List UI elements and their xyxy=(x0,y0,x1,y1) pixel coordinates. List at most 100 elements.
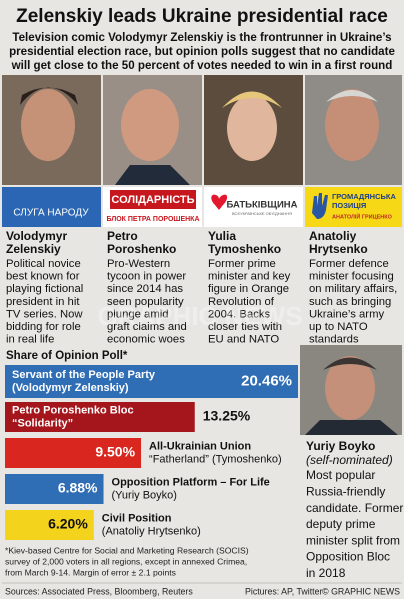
subtitle-line: presidential election race, but opinion … xyxy=(9,45,395,58)
photo-hair xyxy=(323,357,377,370)
category-label: All-Ukrainian Union xyxy=(149,440,251,452)
candidate-description: figure in Orange xyxy=(208,283,289,295)
logo-heart xyxy=(211,194,228,210)
candidate-description: Opposition Bloc xyxy=(306,550,390,564)
bar xyxy=(5,438,142,468)
candidate-name: Anatoliy xyxy=(309,229,357,243)
candidate-description: minister focusing xyxy=(309,271,394,283)
logo-servant xyxy=(2,187,101,227)
logo-text: СЛУГА НАРОДУ xyxy=(13,208,89,219)
candidate-description: plunge amid xyxy=(107,308,169,320)
candidate-description: playing fictional xyxy=(6,283,83,295)
value-label: 13.25% xyxy=(203,408,251,424)
candidate-description: in 2018 xyxy=(306,566,346,580)
photo-face xyxy=(121,89,179,161)
chart-title: Share of Opinion Poll* xyxy=(6,350,128,362)
photos xyxy=(2,75,402,185)
title: Zelenskiy leads Ukraine presidential rac… xyxy=(16,6,388,27)
candidate-name: Zelenskiy xyxy=(6,242,61,256)
candidate-description: Pro-Western xyxy=(107,258,170,270)
category-label: Servant of the People Party xyxy=(12,369,156,381)
candidate-description: Most popular xyxy=(306,468,375,482)
candidate-description: deputy prime xyxy=(306,517,376,531)
boyko-profile: Yuriy Boyko (self-nominated) Most popula… xyxy=(306,439,403,580)
footer-pictures: Pictures: AP, Twitter xyxy=(245,586,322,596)
candidate-name: Poroshenko xyxy=(107,242,176,256)
candidate-note: (self-nominated) xyxy=(306,453,393,467)
bar xyxy=(5,365,298,398)
category-label: Civil Position xyxy=(102,512,172,524)
logo-box xyxy=(110,190,196,209)
photo-face xyxy=(227,95,277,161)
candidate-description: economic woes xyxy=(107,334,185,346)
photo-hair xyxy=(326,90,378,102)
category-sublabel: “Solidarity” xyxy=(12,417,73,429)
candidate-name: Volodymyr xyxy=(6,229,67,243)
candidate-description: Former defence xyxy=(309,258,389,270)
value-label: 20.46% xyxy=(241,372,292,389)
photo-face xyxy=(325,356,375,420)
subtitle-line: Television comic Volodymyr Zelenskiy is … xyxy=(12,31,391,44)
candidate-name: Petro xyxy=(107,229,138,243)
logo-text: БАТЬКІВЩИНА xyxy=(226,200,297,211)
candidate-description: Former prime xyxy=(208,258,276,270)
candidate-description: in real life xyxy=(6,334,54,346)
candidate-name: Yuriy Boyko xyxy=(306,439,375,453)
candidate-description: 2004. Backs xyxy=(208,308,271,320)
footnote-line: survey of 2,000 voters in all regions, e… xyxy=(5,556,247,566)
category-label: Opposition Platform – For Life xyxy=(112,476,270,488)
category-sublabel: (Yuriy Boyko) xyxy=(112,489,177,501)
candidate-description: president in hit xyxy=(6,296,80,308)
photo-suit xyxy=(305,420,398,435)
logo-text: СОЛІДАРНІСТЬ xyxy=(111,194,194,206)
candidate-description: on military affairs, xyxy=(309,283,397,295)
photo-hair xyxy=(20,87,78,105)
candidate-description: tycoon in power xyxy=(107,271,186,283)
category-sublabel: (Volodymyr Zelenskiy) xyxy=(12,382,129,394)
candidate-description: standards xyxy=(309,334,359,346)
candidate-description: minister split from xyxy=(306,533,400,547)
candidate-name: Tymoshenko xyxy=(208,242,281,256)
footer-credit: © GRAPHIC NEWS xyxy=(322,586,400,596)
candidate-description: Ukraine’s army xyxy=(309,308,384,320)
value-label: 6.20% xyxy=(48,516,88,532)
logo-text: БЛОК ПЕТРА ПОРОШЕНКА xyxy=(106,216,199,223)
candidate-name: Hrytsenko xyxy=(309,242,368,256)
footnote-line: from March 9-14. Margin of error ± 2.1 p… xyxy=(5,567,176,577)
logo-text: АНАТОЛІЙ ГРИЦЕНКО xyxy=(332,212,393,220)
subtitle-line: will get close to the 50 percent of vote… xyxy=(11,59,393,72)
logo-text: ПОЗИЦІЯ xyxy=(332,201,366,210)
candidate-description: up to NATO xyxy=(309,321,368,333)
candidate-description: best known for xyxy=(6,271,80,283)
bar xyxy=(5,474,104,504)
candidate-description: since 2014 has xyxy=(107,283,183,295)
candidate-description: Russia-friendly xyxy=(306,484,385,498)
candidate-description: seen popularity xyxy=(107,296,184,308)
photo-face xyxy=(21,89,75,161)
logo-text: ВСЕУКРАЇНСЬКЕ ОБ'ЄДНАННЯ xyxy=(232,211,292,216)
candidate-description: EU and NATO xyxy=(208,334,279,346)
photo-face xyxy=(325,89,379,161)
candidate-description: graft claims and xyxy=(107,321,187,333)
footnote-line: *Kiev-based Centre for Social and Market… xyxy=(5,545,249,555)
photo-hair xyxy=(222,91,282,108)
candidate-description: minister and key xyxy=(208,271,291,283)
category-label: Petro Poroshenko Bloc xyxy=(12,404,134,416)
candidate-description: TV series. Now xyxy=(6,308,83,320)
footer-sources: Sources: Associated Press, Bloomberg, Re… xyxy=(5,586,193,596)
logo-text: ГРОМАДЯНСЬКА xyxy=(332,192,396,201)
candidate-name: Yulia xyxy=(208,229,236,243)
candidate-description: bidding for role xyxy=(6,321,81,333)
candidate-description: Revolution of xyxy=(208,296,275,308)
bar-chart: 20.46% Servant of the People Party(Volody… xyxy=(5,365,298,540)
photo-suit xyxy=(115,165,190,185)
category-sublabel: “Fatherland” (Tymoshenko) xyxy=(149,453,282,465)
candidate-description: Political novice xyxy=(6,258,81,270)
candidate-description: closer ties with xyxy=(208,321,282,333)
category-sublabel: (Anatoliy Hrytsenko) xyxy=(102,525,201,537)
value-label: 9.50% xyxy=(95,444,135,460)
bar xyxy=(5,510,94,540)
bar xyxy=(5,402,195,432)
